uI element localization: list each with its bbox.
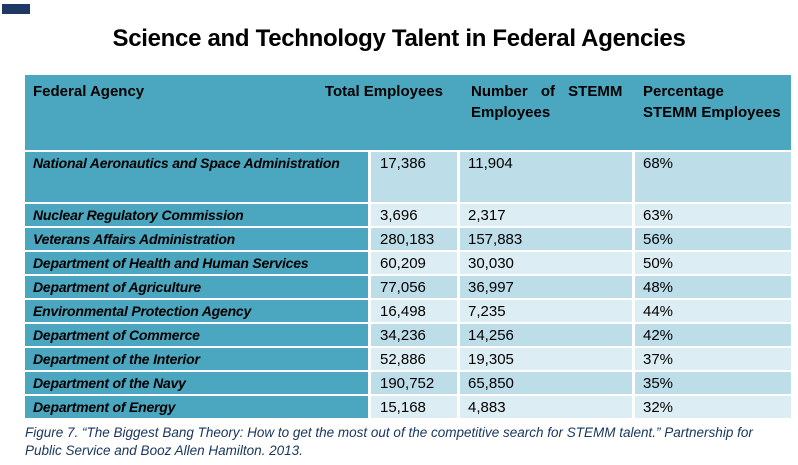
stemm-employees-cell: 4,883 <box>460 396 632 418</box>
table-row: Veterans Affairs Administration 280,183 … <box>25 228 791 250</box>
stemm-percentage-cell: 42% <box>635 324 791 346</box>
stemm-employees-cell: 19,305 <box>460 348 632 370</box>
stemm-employees-cell: 36,997 <box>460 276 632 298</box>
corner-navy-bar <box>2 4 30 14</box>
table-row: Nuclear Regulatory Commission 3,696 2,31… <box>25 204 791 226</box>
agency-cell: Nuclear Regulatory Commission <box>25 204 368 226</box>
agency-cell: Veterans Affairs Administration <box>25 228 368 250</box>
table-row: Department of Commerce 34,236 14,256 42% <box>25 324 791 346</box>
table-row: Department of the Interior 52,886 19,305… <box>25 348 791 370</box>
total-employees-cell: 190,752 <box>371 372 457 394</box>
header-stemm-employees: Number of STEMM Employees <box>460 75 635 150</box>
table-row: Department of Agriculture 77,056 36,997 … <box>25 276 791 298</box>
agency-cell: Department of Energy <box>25 396 368 418</box>
stemm-percentage-cell: 56% <box>635 228 791 250</box>
total-employees-cell: 17,386 <box>371 152 457 202</box>
stemm-percentage-cell: 50% <box>635 252 791 274</box>
agency-cell: Department of the Interior <box>25 348 368 370</box>
table-row: Environmental Protection Agency 16,498 7… <box>25 300 791 322</box>
stemm-percentage-cell: 32% <box>635 396 791 418</box>
total-employees-cell: 16,498 <box>371 300 457 322</box>
total-employees-cell: 34,236 <box>371 324 457 346</box>
table-header-row: Federal Agency Total Employees Number of… <box>25 75 791 150</box>
header-stemm-line1: Number of STEMM <box>471 83 623 100</box>
table-row: Department of Health and Human Services … <box>25 252 791 274</box>
table-row: Department of the Navy 190,752 65,850 35… <box>25 372 791 394</box>
header-percentage-line1: Percentage <box>643 83 724 100</box>
header-stemm-line2: Employees <box>471 104 551 121</box>
stemm-percentage-cell: 63% <box>635 204 791 226</box>
stemm-employees-cell: 2,317 <box>460 204 632 226</box>
total-employees-cell: 77,056 <box>371 276 457 298</box>
total-employees-cell: 280,183 <box>371 228 457 250</box>
table-row: National Aeronautics and Space Administr… <box>25 152 791 202</box>
stemm-employees-cell: 7,235 <box>460 300 632 322</box>
agency-cell: Department of the Navy <box>25 372 368 394</box>
table-row: Department of Energy 15,168 4,883 32% <box>25 396 791 418</box>
agency-cell: Department of Commerce <box>25 324 368 346</box>
stemm-percentage-cell: 37% <box>635 348 791 370</box>
header-total-employees: Total Employees <box>325 75 460 150</box>
header-percentage-line2: STEMM Employees <box>643 104 781 121</box>
stemm-percentage-cell: 48% <box>635 276 791 298</box>
stemm-employees-cell: 65,850 <box>460 372 632 394</box>
agency-cell: Environmental Protection Agency <box>25 300 368 322</box>
stemm-employees-cell: 11,904 <box>460 152 632 202</box>
header-total-employees-label: Total Employees <box>324 83 443 100</box>
stemm-employees-cell: 30,030 <box>460 252 632 274</box>
agency-cell: Department of Health and Human Services <box>25 252 368 274</box>
stemm-employees-cell: 157,883 <box>460 228 632 250</box>
figure-caption: Figure 7. “The Biggest Bang Theory: How … <box>25 425 753 458</box>
total-employees-cell: 60,209 <box>371 252 457 274</box>
header-federal-agency: Federal Agency <box>33 83 145 100</box>
figure-title: Science and Technology Talent in Federal… <box>112 25 686 52</box>
stemm-employees-cell: 14,256 <box>460 324 632 346</box>
agency-cell: National Aeronautics and Space Administr… <box>25 152 368 202</box>
total-employees-cell: 3,696 <box>371 204 457 226</box>
stemm-percentage-cell: 44% <box>635 300 791 322</box>
total-employees-cell: 52,886 <box>371 348 457 370</box>
stemm-percentage-cell: 68% <box>635 152 791 202</box>
stemm-talent-table: Federal Agency Total Employees Number of… <box>25 75 791 418</box>
agency-cell: Department of Agriculture <box>25 276 368 298</box>
header-percentage-stemm: Percentage STEMM Employees <box>635 75 791 150</box>
total-employees-cell: 15,168 <box>371 396 457 418</box>
stemm-percentage-cell: 35% <box>635 372 791 394</box>
